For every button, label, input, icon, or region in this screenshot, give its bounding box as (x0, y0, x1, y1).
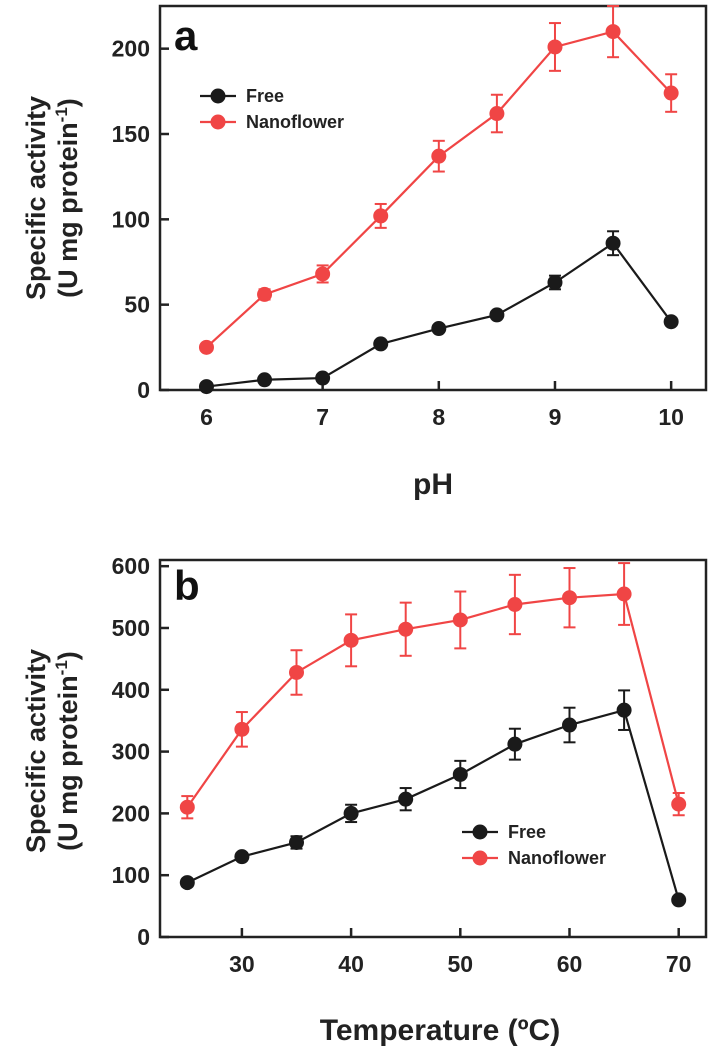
panel-b-point-free (507, 736, 523, 752)
panel-a-point-free (605, 235, 621, 251)
panel-b-y-tick-label: 100 (112, 862, 150, 888)
panel-b-legend: Free Nanoflower (462, 822, 606, 868)
panel-b: b Temperature (ºC) Specific activity (U … (21, 553, 708, 1047)
panel-b-frame (158, 558, 708, 939)
panel-b-x-tick-label: 50 (448, 951, 474, 977)
panel-a-letter: a (174, 12, 198, 59)
panel-b-series-line-nanoflower (186, 592, 680, 808)
panel-b-y-tick-label: 400 (112, 677, 150, 703)
panel-b-axes: 0 100 200 300 400 500 600 30 40 50 60 70 (112, 553, 692, 977)
panel-a-point-free (257, 372, 273, 388)
panel-b-y-tick-label: 200 (112, 800, 150, 826)
panel-a-point-nanoflower (663, 85, 679, 101)
panel-b-point-nanoflower (234, 721, 250, 737)
panel-b-x-tick-label: 70 (666, 951, 692, 977)
panel-b-point-nanoflower (671, 796, 687, 812)
panel-b-point-free (343, 805, 359, 821)
panel-b-point-free (616, 702, 632, 718)
panel-b-y-tick-label: 0 (137, 924, 150, 950)
panel-b-point-nanoflower (562, 590, 577, 606)
panel-a-point-nanoflower (431, 148, 447, 164)
panel-b-series-line-free (186, 708, 680, 901)
panel-b-legend-marker (472, 824, 488, 840)
panel-a-point-nanoflower (605, 24, 621, 40)
panel-a-point-nanoflower (198, 339, 214, 355)
panel-a-x-tick-label: 7 (316, 404, 329, 430)
panel-b-letter: b (174, 562, 200, 609)
panel-a-series-line-free (206, 241, 673, 388)
panel-b-point-nanoflower (289, 664, 304, 680)
panel-b-point-nanoflower (343, 632, 359, 648)
panel-b-point-nanoflower (507, 596, 523, 612)
panel-a-legend-marker (210, 114, 226, 130)
panel-a-x-tick-label: 9 (549, 404, 562, 430)
panel-b-legend-marker (472, 850, 488, 866)
panel-a-point-free (373, 336, 389, 352)
panel-a-x-tick-label: 6 (200, 404, 213, 430)
panel-a-series (198, 5, 679, 395)
panel-b-legend-label: Nanoflower (508, 848, 606, 868)
panel-a-series-line-nanoflower (205, 30, 672, 349)
panel-b-point-nanoflower (398, 621, 414, 637)
panel-a-axes: 0 50 100 150 200 6 7 8 9 10 (112, 36, 684, 430)
panel-a-point-nanoflower (257, 286, 273, 302)
panel-a-y-tick-label: 100 (112, 206, 150, 232)
panel-a-point-nanoflower (547, 39, 563, 55)
panel-b-point-nanoflower (179, 799, 195, 815)
panel-b-x-tick-label: 40 (338, 951, 364, 977)
panel-b-point-free (452, 766, 468, 782)
panel-a-y-axis-title: Specific activity (21, 96, 51, 300)
panel-a-legend: Free Nanoflower (200, 86, 344, 132)
panel-b-series (179, 562, 687, 908)
panel-a-point-nanoflower (489, 106, 505, 122)
panel-b-y-axis-unit: (U mg protein-1) (52, 651, 83, 851)
panel-b-legend-label: Free (508, 822, 546, 842)
panel-a-point-free (547, 274, 563, 290)
panel-a-y-axis-unit: (U mg protein-1) (52, 98, 83, 298)
panel-b-y-tick-label: 600 (112, 553, 150, 579)
panel-b-point-nanoflower (452, 612, 468, 628)
panel-a-point-nanoflower (373, 208, 389, 224)
panel-b-point-free (398, 791, 414, 807)
panel-a-x-tick-label: 10 (658, 404, 684, 430)
panel-a-legend-marker (210, 88, 226, 104)
panel-a-point-free (315, 370, 331, 386)
panel-b-y-tick-label: 500 (112, 615, 150, 641)
panel-a-frame (158, 4, 708, 392)
panel-a-y-tick-label: 0 (137, 377, 150, 403)
panel-b-point-free (289, 834, 304, 850)
panel-a-x-tick-label: 8 (432, 404, 445, 430)
panel-b-y-axis-title: Specific activity (21, 649, 51, 853)
panel-a-point-free (663, 314, 679, 330)
panel-a-y-tick-label: 150 (112, 121, 150, 147)
panel-a-point-free (489, 307, 505, 323)
panel-b-point-free (562, 717, 577, 733)
panel-a-legend-label: Free (246, 86, 284, 106)
panel-b-y-tick-label: 300 (112, 739, 150, 765)
panel-b-point-free (179, 875, 195, 891)
panel-b-point-free (671, 892, 687, 908)
panel-b-x-tick-label: 60 (557, 951, 583, 977)
panel-a-legend-label: Nanoflower (246, 112, 344, 132)
panel-b-point-free (234, 849, 250, 865)
panel-a-x-axis-title: pH (413, 468, 453, 501)
panel-a-point-free (198, 379, 214, 395)
panel-b-x-axis-title: Temperature (ºC) (320, 1014, 560, 1047)
panel-b-x-tick-label: 30 (229, 951, 255, 977)
panel-a-y-tick-label: 200 (112, 36, 150, 62)
panel-a-point-free (431, 321, 447, 337)
panel-a: a pH Specific activity (U mg protein-1) … (21, 4, 708, 501)
panel-a-point-nanoflower (315, 266, 331, 282)
panel-b-point-nanoflower (616, 586, 632, 602)
panel-a-y-tick-label: 50 (124, 292, 150, 318)
